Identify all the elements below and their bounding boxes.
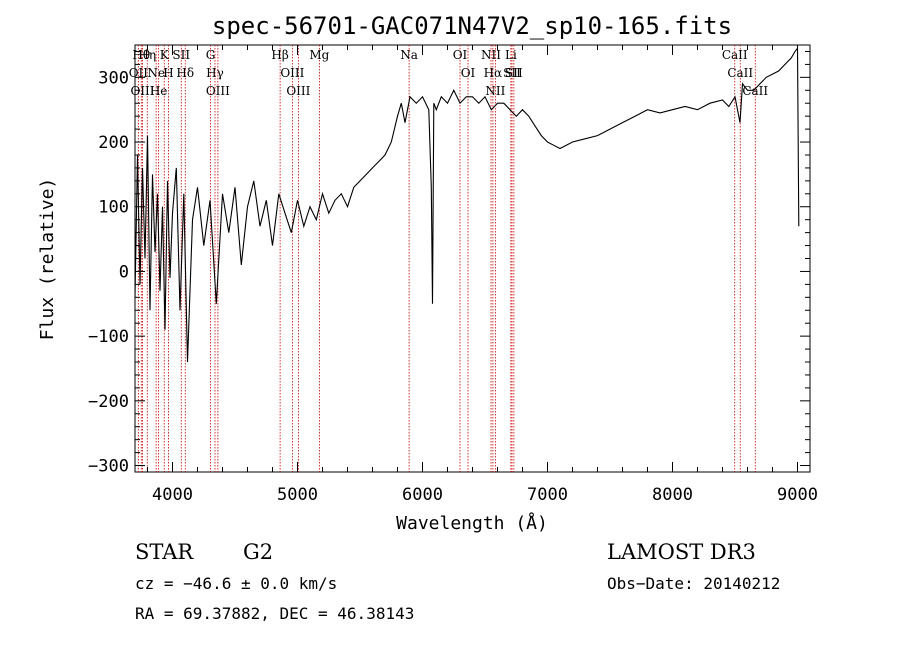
x-tick-label-4000: 4000: [152, 485, 193, 505]
line-marker-label-20: NII: [481, 48, 501, 62]
survey-name: LAMOST DR3: [607, 540, 756, 564]
line-marker-label-13: Hβ: [271, 48, 288, 62]
line-marker-label-22: NII: [485, 84, 505, 98]
line-marker-label-9: Hδ: [176, 66, 194, 80]
line-marker-label-2: OIII: [130, 84, 154, 98]
line-marker-label-16: Mg: [309, 48, 329, 62]
y-tick-label-200: 200: [98, 133, 129, 153]
spectrum-line: [134, 46, 800, 363]
line-marker-label-21: Hα: [484, 66, 503, 80]
line-marker-label-17: Na: [400, 48, 418, 62]
y-tick-label--100: −100: [88, 327, 129, 347]
y-tick-label-0: 0: [119, 262, 129, 282]
y-axis-label: Flux (relative): [37, 178, 58, 341]
plot-frame: [134, 44, 811, 473]
line-marker-label-19: OI: [461, 66, 476, 80]
line-markers: [137, 45, 756, 472]
line-marker-label-12: OIII: [206, 84, 230, 98]
x-tick-label-9000: 9000: [777, 485, 818, 505]
line-marker-label-14: OIII: [280, 66, 304, 80]
line-marker-label-11: Hγ: [206, 66, 224, 80]
line-marker-label-27: CaII: [727, 66, 753, 80]
spectrum-series: [134, 46, 800, 363]
line-marker-label-23: Li: [505, 48, 517, 62]
coordinates: RA = 69.37882, DEC = 46.38143: [135, 604, 414, 623]
y-tick-label--300: −300: [88, 457, 129, 477]
x-tick-label-7000: 7000: [527, 485, 568, 505]
y-tick-label-100: 100: [98, 198, 129, 218]
chart-title: spec-56701-GAC071N47V2_sp10-165.fits: [212, 12, 732, 40]
line-marker-label-15: OIII: [286, 84, 310, 98]
line-marker-label-8: SII: [172, 48, 190, 62]
y-tick-label-300: 300: [98, 68, 129, 88]
y-tick-label--200: −200: [88, 392, 129, 412]
line-marker-label-10: G: [206, 48, 216, 62]
line-marker-label-18: OI: [453, 48, 468, 62]
line-marker-label-1: OII: [129, 66, 149, 80]
x-tick-label-6000: 6000: [402, 485, 443, 505]
x-tick-label-5000: 5000: [277, 485, 318, 505]
x-axis-label: Wavelength (Å): [396, 512, 548, 534]
x-tick-label-8000: 8000: [652, 485, 693, 505]
line-marker-label-25: SII: [505, 66, 523, 80]
object-subclass: G2: [243, 540, 273, 564]
line-marker-label-6: K: [160, 48, 170, 62]
line-marker-label-5: He: [150, 84, 168, 98]
line-marker-label-26: CaII: [722, 48, 748, 62]
x-axis-ticks: 4000 5000 6000 7000 8000 9000: [147, 45, 818, 505]
line-marker-labels: HθOIIOIIIHηNeHeKHSIIHδGHγOIIIHβOIIIOIIIM…: [129, 48, 769, 98]
cz-value: cz = −46.6 ± 0.0 km/s: [135, 574, 337, 593]
y-axis-ticks: −300 −200 −100 0 100 200 300: [88, 50, 810, 477]
obs-date: Obs−Date: 20140212: [607, 574, 780, 593]
line-marker-label-4: Ne: [147, 66, 165, 80]
line-marker-label-7: H: [163, 66, 173, 80]
line-marker-label-28: CaII: [742, 84, 768, 98]
object-class: STAR: [135, 540, 194, 564]
line-marker-label-24: SII: [503, 66, 521, 80]
line-marker-label-3: Hη: [138, 48, 156, 62]
